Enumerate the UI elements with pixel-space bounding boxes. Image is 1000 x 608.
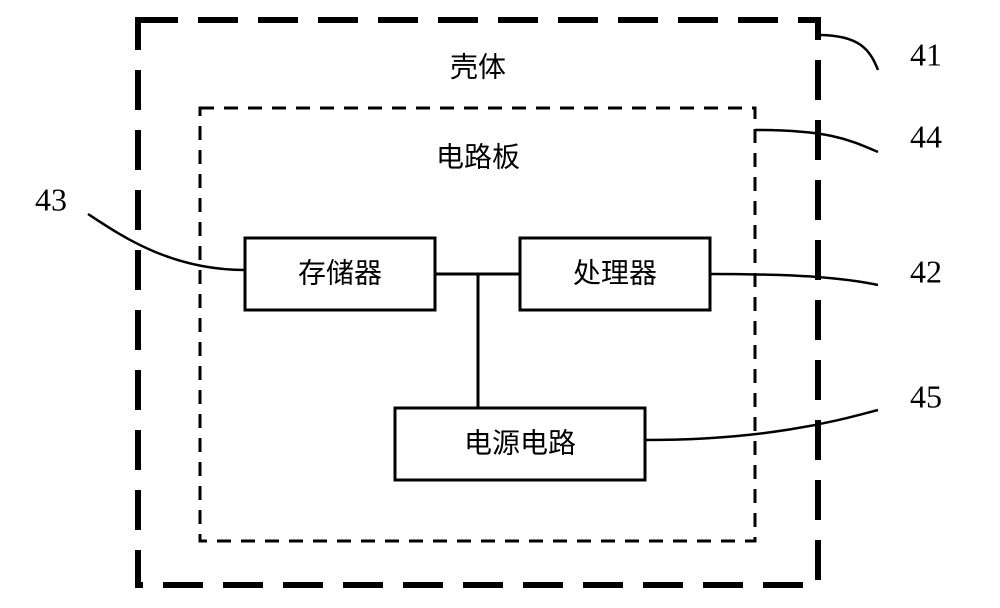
housing-label: 壳体 bbox=[450, 51, 506, 83]
power-label: 电源电路 bbox=[464, 427, 576, 459]
memory-label: 存储器 bbox=[298, 257, 382, 289]
lead-42 bbox=[710, 274, 878, 285]
lead-43 bbox=[88, 214, 245, 270]
ref-43: 43 bbox=[35, 181, 67, 217]
lead-45 bbox=[645, 410, 878, 440]
block-diagram: 壳体 电路板 存储器 处理器 电源电路 41 44 43 42 45 bbox=[0, 0, 1000, 608]
lead-41 bbox=[818, 35, 878, 70]
circuit-board-label: 电路板 bbox=[436, 141, 520, 173]
ref-45: 45 bbox=[910, 378, 942, 414]
ref-42: 42 bbox=[910, 253, 942, 289]
processor-label: 处理器 bbox=[573, 257, 657, 289]
ref-44: 44 bbox=[910, 118, 942, 154]
ref-41: 41 bbox=[910, 36, 942, 72]
